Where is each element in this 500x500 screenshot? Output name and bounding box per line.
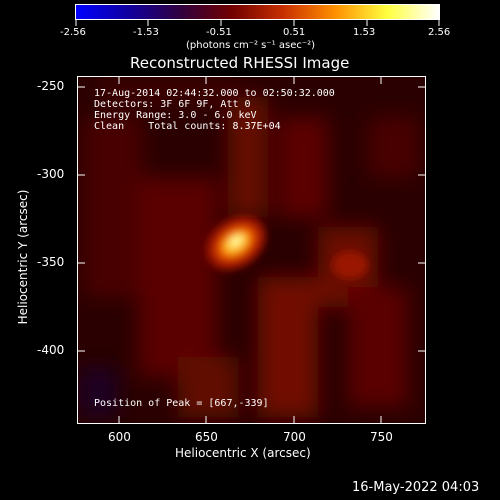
- y-axis-label: Heliocentric Y (arcsec): [16, 189, 30, 325]
- info-clean-counts: Clean Total counts: 8.37E+04: [94, 121, 281, 132]
- info-time-range: 17-Aug-2014 02:44:32.000 to 02:50:32.000: [94, 88, 335, 99]
- x-axis-label: Heliocentric X (arcsec): [175, 446, 311, 460]
- colorbar-ticks: [75, 20, 440, 26]
- colorbar-tick-label: 2.56: [428, 27, 451, 38]
- colorbar-tick-label: -1.53: [133, 27, 159, 38]
- info-peak-position: Position of Peak = [667,-339]: [94, 398, 269, 409]
- info-detectors: Detectors: 3F 6F 9F, Att 0: [94, 99, 251, 110]
- info-energy-range: Energy Range: 3.0 - 6.0 keV: [94, 110, 257, 121]
- image-plot: [77, 76, 426, 424]
- x-tick-label: 600: [108, 430, 131, 444]
- colorbar-tick-label: 0.51: [283, 27, 306, 38]
- colorbar-units: (photons cm⁻² s⁻¹ asec⁻²): [186, 40, 316, 51]
- y-tick-label: -400: [37, 343, 65, 357]
- colorbar-tick-label: -0.51: [206, 27, 232, 38]
- plot-title: Reconstructed RHESSI Image: [130, 54, 350, 72]
- colorbar-tick-label: -2.56: [60, 27, 86, 38]
- timestamp: 16-May-2022 04:03: [352, 480, 480, 495]
- x-tick-label: 750: [370, 430, 393, 444]
- x-tick-label: 700: [283, 430, 306, 444]
- heatmap-image: [78, 77, 425, 423]
- x-tick-label: 650: [195, 430, 218, 444]
- colorbar: [75, 4, 440, 20]
- y-tick-label: -350: [37, 255, 65, 269]
- colorbar-tick-label: 1.53: [353, 27, 376, 38]
- y-tick-label: -250: [37, 79, 65, 93]
- y-tick-label: -300: [37, 167, 65, 181]
